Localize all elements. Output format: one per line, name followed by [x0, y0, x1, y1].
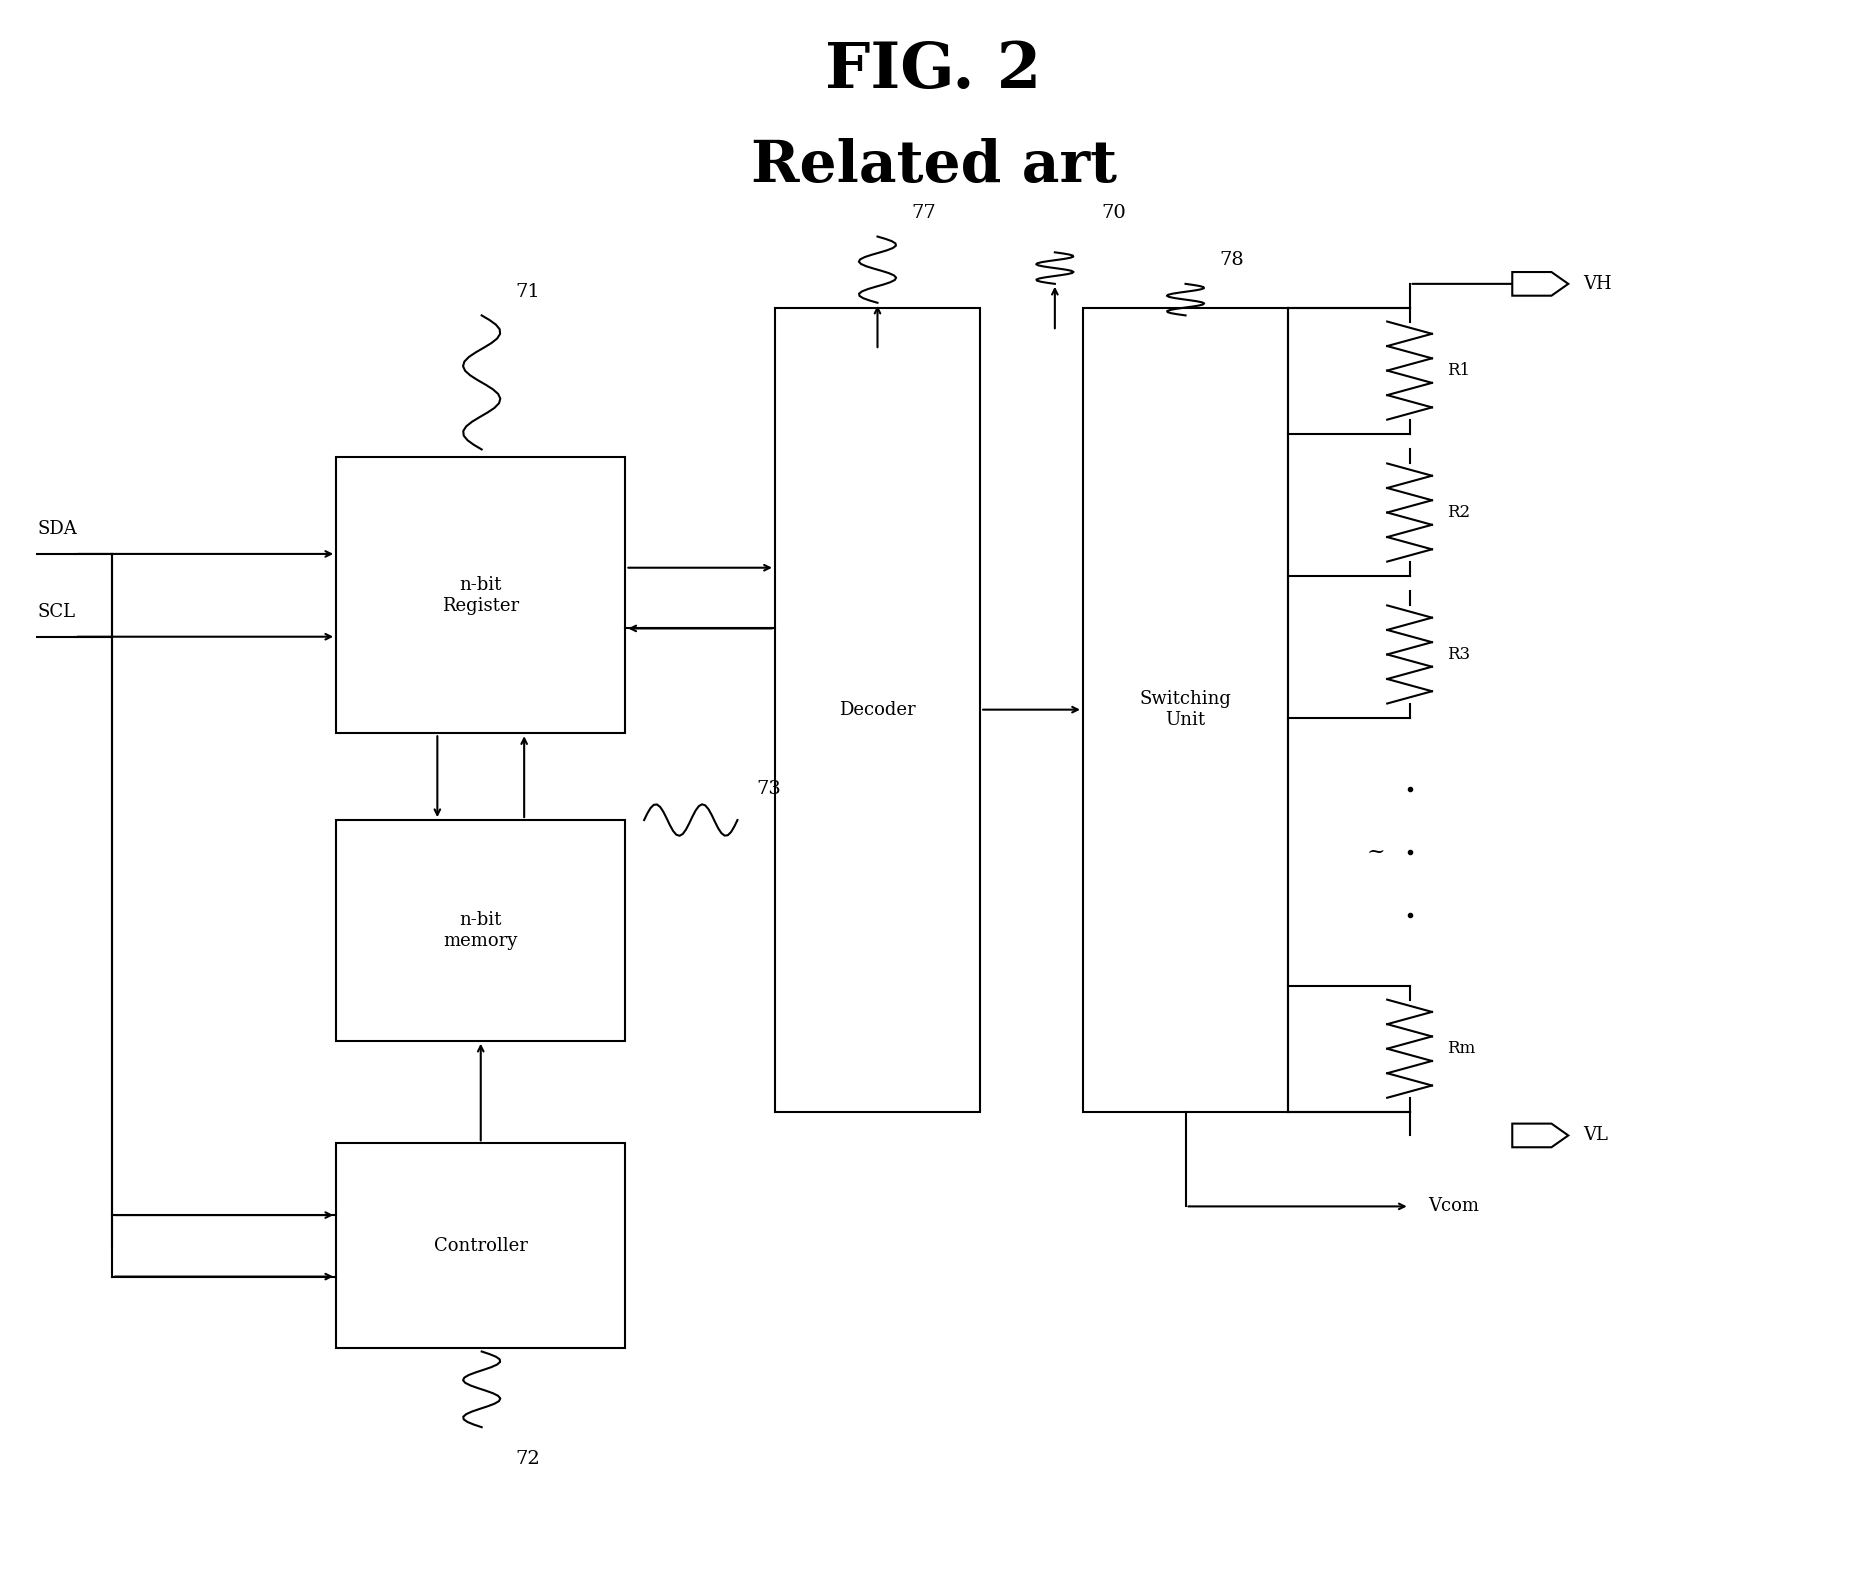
Bar: [1083, 308, 1288, 1112]
Text: R2: R2: [1447, 505, 1469, 520]
Text: 71: 71: [515, 282, 540, 301]
Text: n-bit
Register: n-bit Register: [442, 576, 519, 615]
Text: n-bit
memory: n-bit memory: [444, 912, 517, 949]
Text: 72: 72: [515, 1449, 540, 1468]
Bar: [336, 820, 625, 1041]
Text: Rm: Rm: [1447, 1041, 1475, 1057]
Text: Related art: Related art: [751, 137, 1116, 194]
Text: Decoder: Decoder: [838, 700, 917, 719]
Text: R3: R3: [1447, 647, 1469, 662]
Text: 77: 77: [911, 203, 935, 222]
Polygon shape: [1512, 273, 1568, 296]
Text: SDA: SDA: [37, 520, 77, 538]
Text: Controller: Controller: [433, 1236, 528, 1255]
Text: SCL: SCL: [37, 602, 75, 621]
Text: ~: ~: [1367, 841, 1385, 863]
Text: 78: 78: [1219, 251, 1243, 270]
Bar: [336, 1143, 625, 1348]
Text: 73: 73: [756, 779, 780, 798]
Bar: [775, 308, 980, 1112]
Polygon shape: [1512, 1123, 1568, 1148]
Text: VL: VL: [1583, 1126, 1607, 1145]
Text: Vcom: Vcom: [1428, 1197, 1479, 1216]
Bar: [336, 457, 625, 733]
Text: R1: R1: [1447, 363, 1469, 378]
Text: Switching
Unit: Switching Unit: [1139, 691, 1232, 729]
Text: VH: VH: [1583, 274, 1611, 293]
Text: FIG. 2: FIG. 2: [825, 41, 1042, 101]
Text: 70: 70: [1102, 203, 1126, 222]
